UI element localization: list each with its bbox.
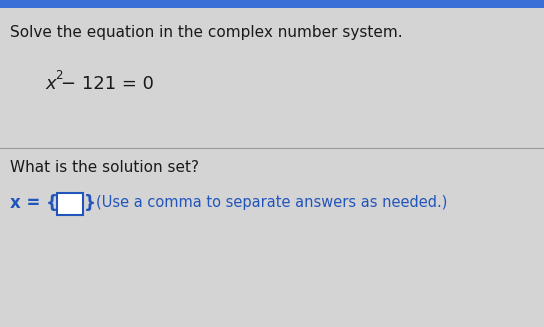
Text: }: } [84,194,96,212]
Text: x = {: x = { [10,194,58,212]
Text: Solve the equation in the complex number system.: Solve the equation in the complex number… [10,25,403,40]
Text: 2: 2 [55,69,63,82]
Text: $x$: $x$ [45,75,58,93]
Text: What is the solution set?: What is the solution set? [10,160,199,175]
FancyBboxPatch shape [0,0,544,8]
FancyBboxPatch shape [57,193,83,215]
Text: − 121 = 0: − 121 = 0 [61,75,154,93]
Text: (Use a comma to separate answers as needed.): (Use a comma to separate answers as need… [96,196,447,211]
